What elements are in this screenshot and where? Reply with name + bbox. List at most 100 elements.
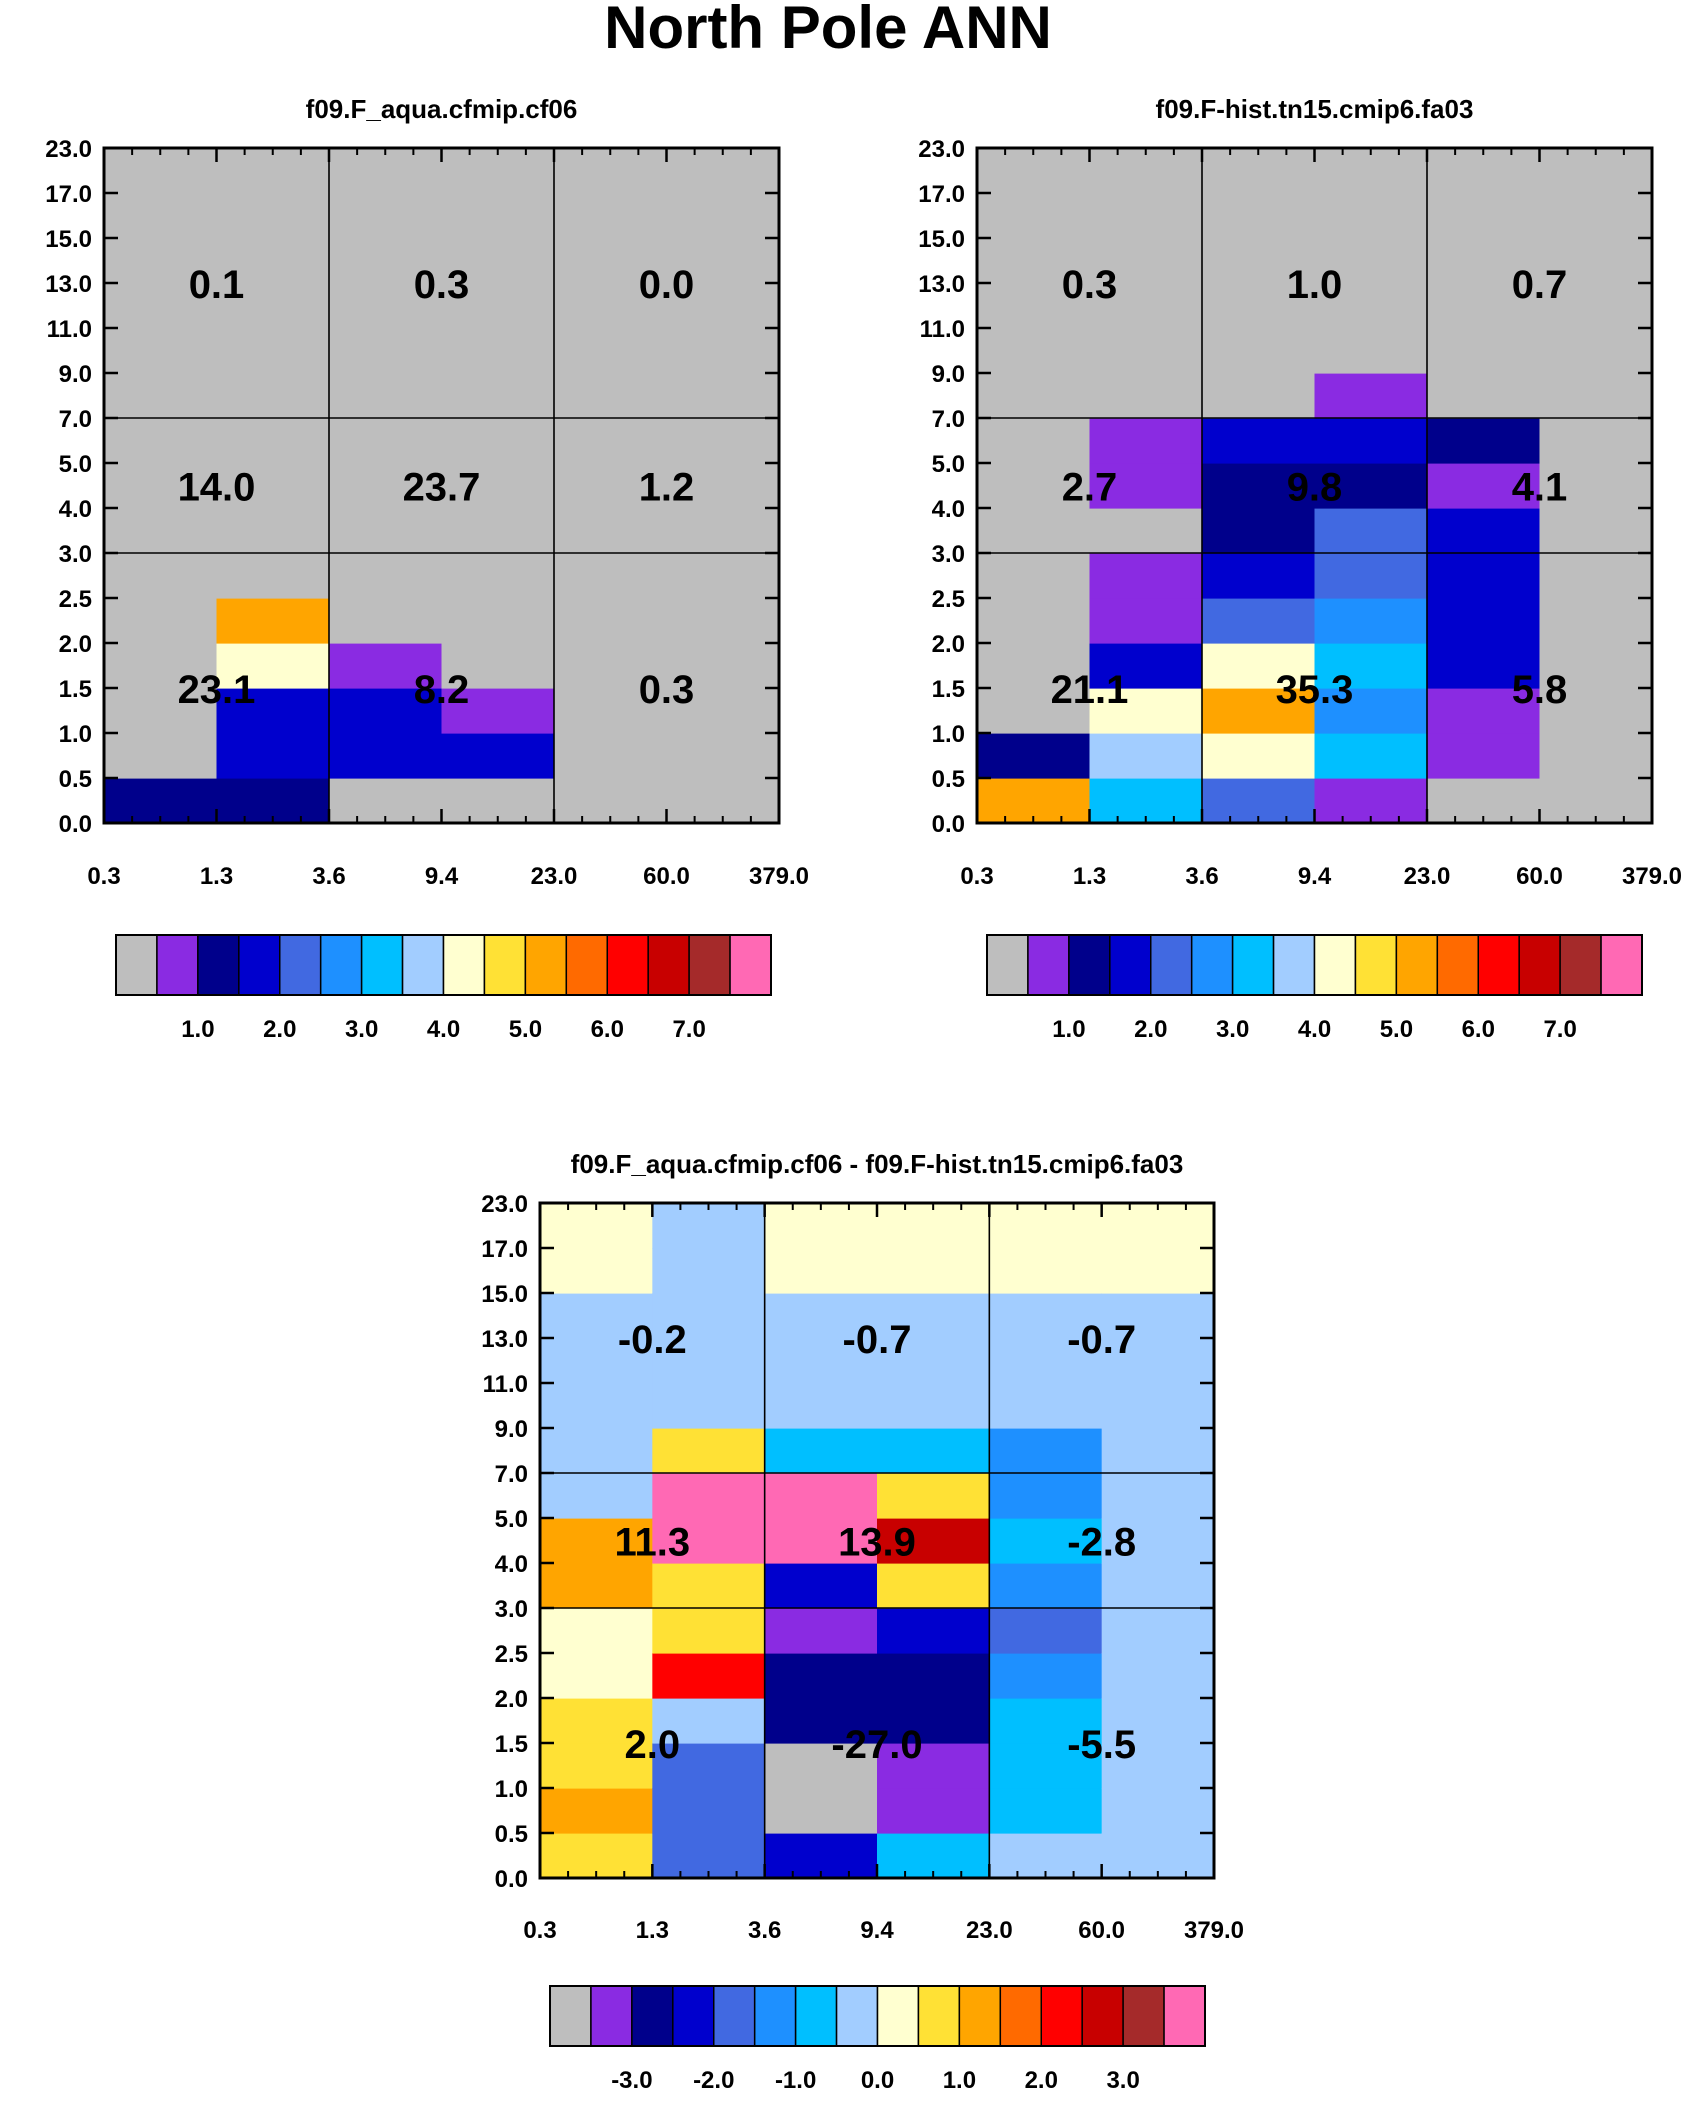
heatmap-cell [666,688,780,734]
heatmap-cell [764,1203,878,1249]
heatmap-cell [441,283,555,329]
heatmap-cell [1101,1518,1215,1564]
x-tick-label: 9.4 [425,863,459,890]
y-tick-label: 15.0 [45,226,92,253]
colorbar-swatch [319,934,363,996]
y-tick-label: 17.0 [918,181,965,208]
y-tick-label: 11.0 [483,1371,528,1398]
heatmap-cell [1202,508,1316,554]
colorbar-swatch [1559,934,1602,996]
colorbar-swatch [1313,934,1357,996]
colorbar-swatch [1040,1985,1083,2047]
heatmap-cell [877,1743,990,1789]
y-tick-label: 17.0 [481,1236,528,1263]
y-tick-label: 5.0 [495,1506,528,1533]
heatmap-cell [764,1608,878,1654]
heatmap-cell [1314,238,1428,284]
x-tick-label: 9.4 [1298,863,1332,890]
colorbar-tick-label: 6.0 [591,1016,624,1043]
y-tick-label: 17.0 [45,181,92,208]
colorbar-swatch [115,934,158,996]
colorbar-swatch [1600,934,1643,996]
heatmap-cell [441,328,555,374]
heatmap-cell [1101,1608,1215,1654]
heatmap-cell [989,1698,1103,1744]
heatmap-cell [1539,238,1653,284]
heatmap-cell [1101,1428,1215,1474]
heatmap-cell [1089,643,1203,689]
box-value-label: 2.7 [1062,466,1118,510]
colorbar-swatch [1518,934,1561,996]
heatmap-cell [989,1788,1103,1834]
heatmap-cell [1089,688,1203,734]
x-tick-label: 9.4 [860,1917,894,1944]
heatmap-cell [1202,373,1316,419]
heatmap-cell [216,418,330,464]
x-tick-label: 379.0 [749,863,809,890]
heatmap-cell [977,238,1091,284]
colorbar-swatch [1354,934,1398,996]
colorbar-tick-label: 3.0 [345,1016,378,1043]
heatmap-cell [1101,1338,1215,1384]
heatmap-cell [540,1293,653,1339]
colorbar-frame [986,934,1643,996]
heatmap-cell [441,373,555,419]
heatmap-cell [1101,1743,1215,1789]
box-value-label: -0.7 [1067,1318,1136,1362]
heatmap-cell [441,148,555,194]
box-value-label: 0.3 [1062,263,1118,307]
heatmap-cell [764,1698,878,1744]
heatmap-cell [1101,1653,1215,1699]
heatmap-cell [1101,1698,1215,1744]
y-tick-label: 0.0 [932,811,965,838]
x-tick-label: 3.6 [748,1917,781,1944]
heatmap-cell [104,418,218,464]
heatmap-cell [1314,733,1428,779]
x-tick-label: 0.3 [960,863,993,890]
y-tick-label: 5.0 [932,451,965,478]
heatmap-cell [977,148,1091,194]
heatmap-cell [1202,643,1316,689]
heatmap-cell [329,373,443,419]
heatmap-cell [1101,1788,1215,1834]
heatmap-cell [1427,463,1541,509]
box-value-label: 9.8 [1287,466,1343,510]
x-tick-label: 60.0 [1516,863,1563,890]
colorbar-swatch [729,934,772,996]
heatmap-cell [1427,418,1541,464]
heatmap-cell [1089,328,1203,374]
heatmap-cell [1314,508,1428,554]
heatmap-cell [441,733,555,779]
panel-1: 0.0 0.5 1.0 1.5 2.0 2.5 3.0 4.0 5.0 7.0 9.0 11.0 13.… [45,94,809,1043]
colorbar-tick-label: 2.0 [1134,1016,1167,1043]
heatmap-cell [989,1383,1103,1429]
y-tick-label: 2.0 [495,1686,528,1713]
y-tick-label: 0.5 [932,766,965,793]
colorbar-swatch [590,1985,633,2047]
heatmap-cell [652,1518,766,1564]
heatmap-cell [1089,373,1203,419]
heatmap-cell [1089,148,1203,194]
box-value-label: 13.9 [838,1521,916,1565]
heatmap-cell [1314,283,1428,329]
heatmap-cell [441,193,555,239]
figure-title: North Pole ANN [604,0,1052,61]
y-tick-label: 0.5 [59,766,92,793]
heatmap-cell [989,1248,1103,1294]
y-tick-label: 1.0 [495,1776,528,1803]
heatmap-cell [104,238,218,284]
colorbar-tick-label: 1.0 [943,2067,976,2094]
colorbar-swatch [524,934,568,996]
x-tick-label: 23.0 [531,863,578,890]
heatmap-cell [329,508,443,554]
colorbar-tick-label: 2.0 [1025,2067,1058,2094]
heatmap-cell [1314,418,1428,464]
heatmap-cell [329,733,443,779]
colorbar-swatch [1122,1985,1165,2047]
colorbar-tick-label: -3.0 [611,2067,652,2094]
heatmap-cell [554,418,668,464]
x-tick-label: 60.0 [1078,1917,1125,1944]
colorbar-swatch [442,934,486,996]
heatmap-cell [764,1428,878,1474]
colorbar: 1.0 2.0 3.0 4.0 5.0 6.0 7.0 [986,934,1643,1043]
